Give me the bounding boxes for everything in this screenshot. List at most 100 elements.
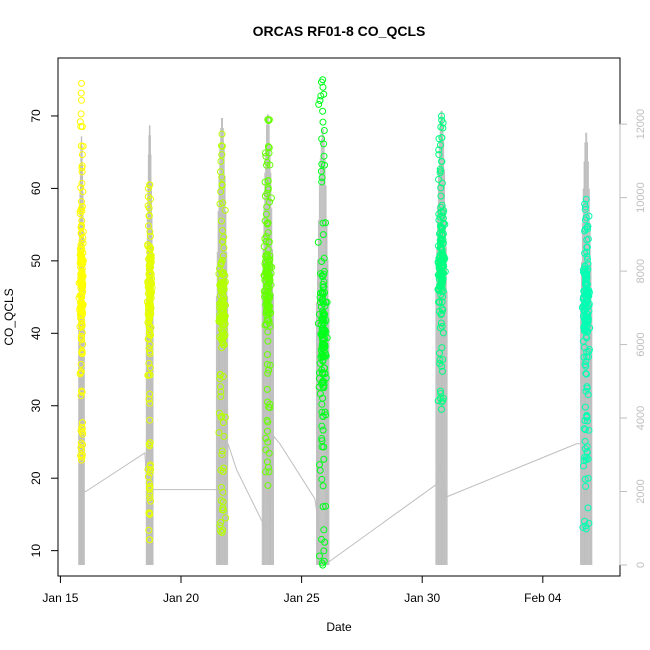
data-point xyxy=(265,468,273,476)
data-point xyxy=(315,552,323,560)
data-point xyxy=(581,416,589,424)
data-point xyxy=(218,227,226,235)
data-point xyxy=(581,475,589,483)
altitude-connector-line xyxy=(84,435,590,566)
data-point xyxy=(582,358,590,366)
data-point xyxy=(78,321,86,329)
data-point xyxy=(581,227,589,235)
data-point xyxy=(581,322,589,330)
data-point xyxy=(584,474,592,482)
data-point xyxy=(435,175,443,183)
data-point xyxy=(437,208,445,216)
data-point xyxy=(218,237,226,245)
data-point xyxy=(264,337,272,345)
data-point xyxy=(436,141,444,149)
data-point xyxy=(78,237,86,245)
data-point xyxy=(319,353,327,361)
data-point xyxy=(218,151,226,159)
data-point xyxy=(318,408,326,416)
data-point xyxy=(217,313,225,321)
data-point xyxy=(319,503,327,511)
x-axis-label: Date xyxy=(326,620,352,634)
data-point xyxy=(582,369,590,377)
data-point xyxy=(435,146,443,154)
data-point xyxy=(264,303,272,311)
data-point xyxy=(262,434,270,442)
data-point xyxy=(77,241,85,249)
data-point xyxy=(438,298,446,306)
data-point xyxy=(438,398,446,406)
data-point xyxy=(435,285,443,293)
y2-tick-label: 2000 xyxy=(635,479,647,503)
data-point xyxy=(146,322,154,330)
data-point xyxy=(319,561,327,569)
data-point xyxy=(146,390,154,398)
data-point xyxy=(583,353,591,361)
data-point xyxy=(76,259,84,267)
data-point xyxy=(261,192,269,200)
data-point xyxy=(77,360,85,368)
data-point xyxy=(320,378,328,386)
data-point xyxy=(78,79,86,87)
data-point xyxy=(146,490,154,498)
data-point xyxy=(77,184,85,192)
data-point xyxy=(315,461,323,469)
data-point xyxy=(266,322,274,330)
data-point xyxy=(219,488,227,496)
data-point xyxy=(319,412,327,420)
data-point xyxy=(77,89,85,97)
data-point xyxy=(147,280,155,288)
data-point xyxy=(218,334,226,342)
data-point xyxy=(439,329,447,337)
data-point xyxy=(220,432,228,440)
flight-points-rf02 xyxy=(143,181,156,544)
data-point xyxy=(78,304,86,312)
data-point xyxy=(318,330,326,338)
data-point xyxy=(435,349,443,357)
data-point xyxy=(78,151,86,159)
data-point xyxy=(321,335,329,343)
chart-title: ORCAS RF01-8 CO_QCLS xyxy=(253,23,426,39)
data-point xyxy=(146,181,154,189)
data-point xyxy=(315,383,323,391)
data-point xyxy=(435,151,443,159)
data-point xyxy=(321,351,329,359)
x-axis: Jan 15 Jan 20 Jan 25 Jan 30 Feb 04 xyxy=(42,575,562,605)
data-point xyxy=(438,322,446,330)
data-point xyxy=(582,203,590,211)
data-point xyxy=(320,311,328,319)
data-point xyxy=(266,276,274,284)
data-point xyxy=(263,351,271,359)
data-point xyxy=(318,434,326,442)
data-point xyxy=(264,298,272,306)
data-point xyxy=(146,313,154,321)
data-point xyxy=(318,475,326,483)
data-point xyxy=(221,206,229,214)
data-point xyxy=(266,294,274,302)
data-point xyxy=(438,282,446,290)
data-point xyxy=(146,494,154,502)
data-point xyxy=(217,217,225,225)
data-point xyxy=(219,252,227,260)
data-point xyxy=(217,383,225,391)
data-point xyxy=(217,527,225,535)
data-point xyxy=(146,298,154,306)
data-point xyxy=(582,370,590,378)
data-point xyxy=(217,268,225,276)
y-axis: 10 20 30 40 50 60 70 xyxy=(29,109,59,557)
data-point xyxy=(322,374,330,382)
data-point xyxy=(76,118,84,126)
data-point xyxy=(76,323,84,331)
data-point xyxy=(77,369,85,377)
data-point xyxy=(322,352,330,360)
data-point xyxy=(438,134,446,142)
data-point xyxy=(315,100,323,108)
data-point xyxy=(436,252,444,260)
data-point xyxy=(264,143,272,151)
data-point xyxy=(582,195,590,203)
data-point xyxy=(265,260,273,268)
data-point xyxy=(146,482,154,490)
data-point xyxy=(320,152,328,160)
data-point xyxy=(77,198,85,206)
data-point xyxy=(266,198,274,206)
